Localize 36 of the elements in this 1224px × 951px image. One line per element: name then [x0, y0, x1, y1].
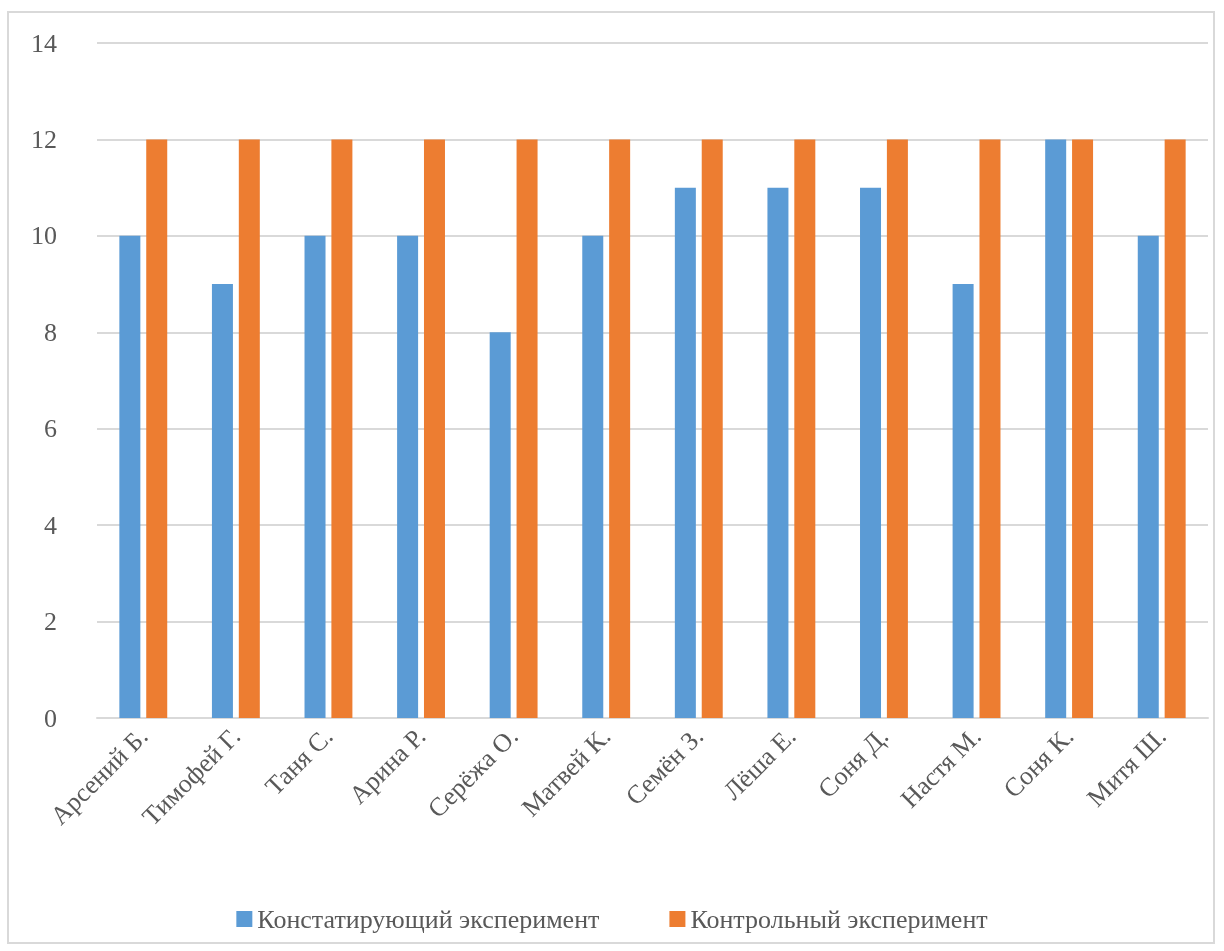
bar — [304, 235, 326, 718]
bar — [609, 139, 631, 718]
bar — [397, 235, 419, 718]
y-tick-label: 0 — [44, 703, 57, 733]
bar — [582, 235, 604, 718]
bar — [211, 284, 233, 718]
bar — [146, 139, 168, 718]
bar — [860, 187, 882, 718]
x-tick-label: Соня Д. — [812, 721, 895, 804]
bar — [331, 139, 353, 718]
y-tick-label: 8 — [44, 317, 57, 347]
y-tick-label: 10 — [31, 221, 57, 251]
bar — [238, 139, 260, 718]
y-tick-label: 12 — [31, 124, 57, 154]
bar — [423, 139, 445, 718]
bar — [886, 139, 908, 718]
bar — [701, 139, 723, 718]
bar — [1072, 139, 1094, 718]
bar — [952, 284, 974, 718]
bar — [516, 139, 538, 718]
bar — [119, 235, 141, 718]
bar — [1164, 139, 1186, 718]
bar — [1045, 139, 1067, 718]
bar — [489, 332, 511, 718]
y-tick-label: 2 — [44, 607, 57, 637]
bar — [1137, 235, 1159, 718]
legend-label: Контрольный эксперимент — [690, 904, 988, 934]
y-tick-label: 4 — [44, 510, 57, 540]
y-tick-label: 14 — [31, 28, 57, 58]
y-tick-label: 6 — [44, 414, 57, 444]
x-tick-label: Таня С. — [259, 721, 339, 801]
bar — [767, 187, 789, 718]
legend-label: Констатирующий эксперимент — [257, 904, 600, 934]
bar — [674, 187, 696, 718]
bar — [794, 139, 816, 718]
bar — [979, 139, 1001, 718]
